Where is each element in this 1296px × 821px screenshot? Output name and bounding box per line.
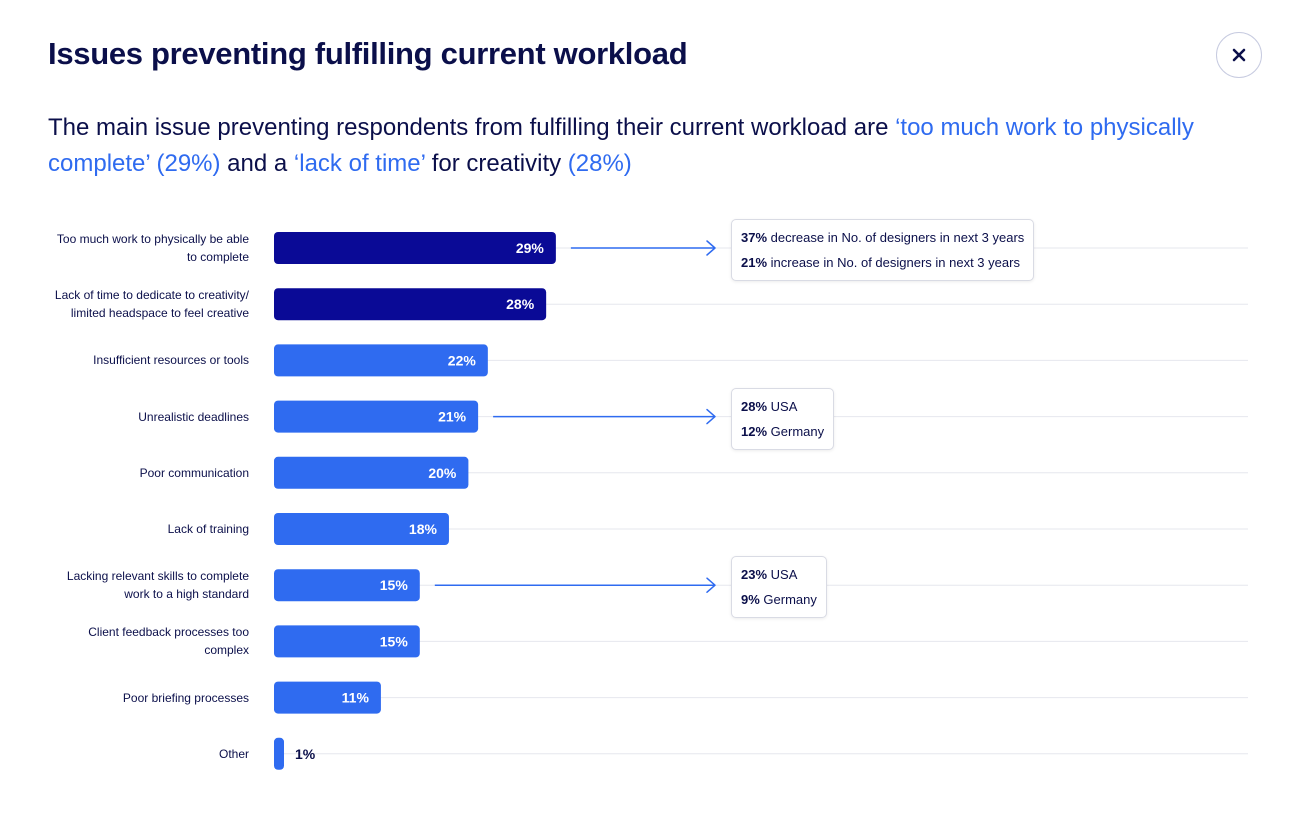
bar <box>274 400 479 433</box>
category-label: Lacking relevant skills to complete work … <box>40 567 249 603</box>
bar <box>274 569 420 602</box>
bar <box>274 288 547 321</box>
bar <box>274 737 284 770</box>
callout-box: 37% decrease in No. of designers in next… <box>731 219 1035 281</box>
category-label-line: Unrealistic deadlines <box>138 409 249 424</box>
category-label-line: Client feedback processes too <box>88 625 249 640</box>
callout-text: decrease in No. of designers in next 3 y… <box>767 230 1025 245</box>
category-label-line: limited headspace to feel creative <box>70 306 249 321</box>
callout-text: USA <box>767 567 798 583</box>
bar-value-label: 1% <box>295 746 316 762</box>
callout-value: 23% <box>741 567 768 583</box>
callout-value: 37% <box>741 230 768 245</box>
callout-line: 37% decrease in No. of designers in next… <box>741 225 1024 250</box>
subtitle-text-2: and a <box>220 150 294 177</box>
bar <box>274 513 449 545</box>
callout-value: 12% <box>741 423 768 439</box>
bar-value-label: 20% <box>428 465 457 481</box>
callout-line: 23% USA <box>741 562 817 587</box>
page-title: Issues preventing fulfilling current wor… <box>48 36 688 71</box>
bar <box>274 344 488 377</box>
category-label-line: Poor briefing processes <box>122 690 249 705</box>
bar <box>274 681 381 714</box>
bar-value-label: 15% <box>380 633 409 649</box>
bar-value-label: 21% <box>438 409 467 425</box>
category-label: Poor briefing processes <box>40 689 249 707</box>
category-label-line: Insufficient resources or tools <box>93 353 249 368</box>
callout-box: 23% USA 9% Germany <box>731 556 827 619</box>
category-label: Too much work to physically be able to co… <box>40 230 249 266</box>
bar <box>274 625 420 658</box>
category-label: Lack of time to dedicate to creativity/l… <box>40 286 249 322</box>
bar-value-label: 29% <box>516 240 545 256</box>
category-label-line: work to a high standard <box>124 587 249 602</box>
callout-text: Germany <box>767 423 825 439</box>
category-label-line: Too much work to physically be able <box>56 232 249 246</box>
callout-value: 28% <box>741 398 768 414</box>
bar-value-label: 15% <box>380 577 409 593</box>
bar <box>274 232 556 264</box>
subtitle-highlight-1: ‘too much work to physically complete’ (… <box>48 114 1194 177</box>
category-label: Client feedback processes too complex <box>40 623 249 659</box>
category-label: Unrealistic deadlines <box>40 408 249 426</box>
bar-value-label: 11% <box>342 690 370 706</box>
category-label-line: to complete <box>186 250 249 264</box>
category-label-line: Lack of training <box>167 522 249 536</box>
category-label: Lack of training <box>40 520 249 538</box>
arrow-right-icon <box>706 577 716 593</box>
callout-text: increase in No. of designers in next 3 y… <box>767 255 1020 270</box>
category-label-line: Other <box>218 746 249 761</box>
bar-value-label: 18% <box>409 521 438 537</box>
subtitle-highlight-3: (28%) <box>567 150 632 177</box>
callout-value: 21% <box>741 255 768 270</box>
arrow-right-icon <box>706 240 716 256</box>
category-label: Other <box>40 745 249 763</box>
close-icon <box>1232 48 1246 62</box>
callout-text: Germany <box>759 592 817 608</box>
category-label-line: Lacking relevant skills to complete <box>66 569 249 584</box>
close-button[interactable] <box>1216 32 1262 78</box>
category-label: Poor communication <box>40 464 249 482</box>
callout-value: 9% <box>741 592 760 608</box>
category-label-line: Lack of time to dedicate to creativity/ <box>54 288 249 303</box>
subtitle-text-3: for creativity <box>425 150 568 177</box>
subtitle: The main issue preventing respondents fr… <box>48 110 1248 182</box>
category-label: Insufficient resources or tools <box>40 351 249 369</box>
callout-box: 28% USA 12% Germany <box>731 387 835 450</box>
bar-value-label: 22% <box>448 352 477 368</box>
category-label-line: Poor communication <box>139 465 249 480</box>
callout-line: 12% Germany <box>741 419 824 444</box>
subtitle-text-1: The main issue preventing respondents fr… <box>48 114 896 141</box>
bar <box>274 456 469 489</box>
category-label-line: complex <box>204 643 249 658</box>
callout-text: USA <box>767 398 798 414</box>
callout-line: 9% Germany <box>741 587 817 612</box>
callout-line: 28% USA <box>741 394 824 419</box>
callout-line: 21% increase in No. of designers in next… <box>741 250 1024 275</box>
subtitle-highlight-2: ‘lack of time’ <box>293 150 426 177</box>
arrow-right-icon <box>706 408 716 425</box>
bar-value-label: 28% <box>506 296 535 312</box>
